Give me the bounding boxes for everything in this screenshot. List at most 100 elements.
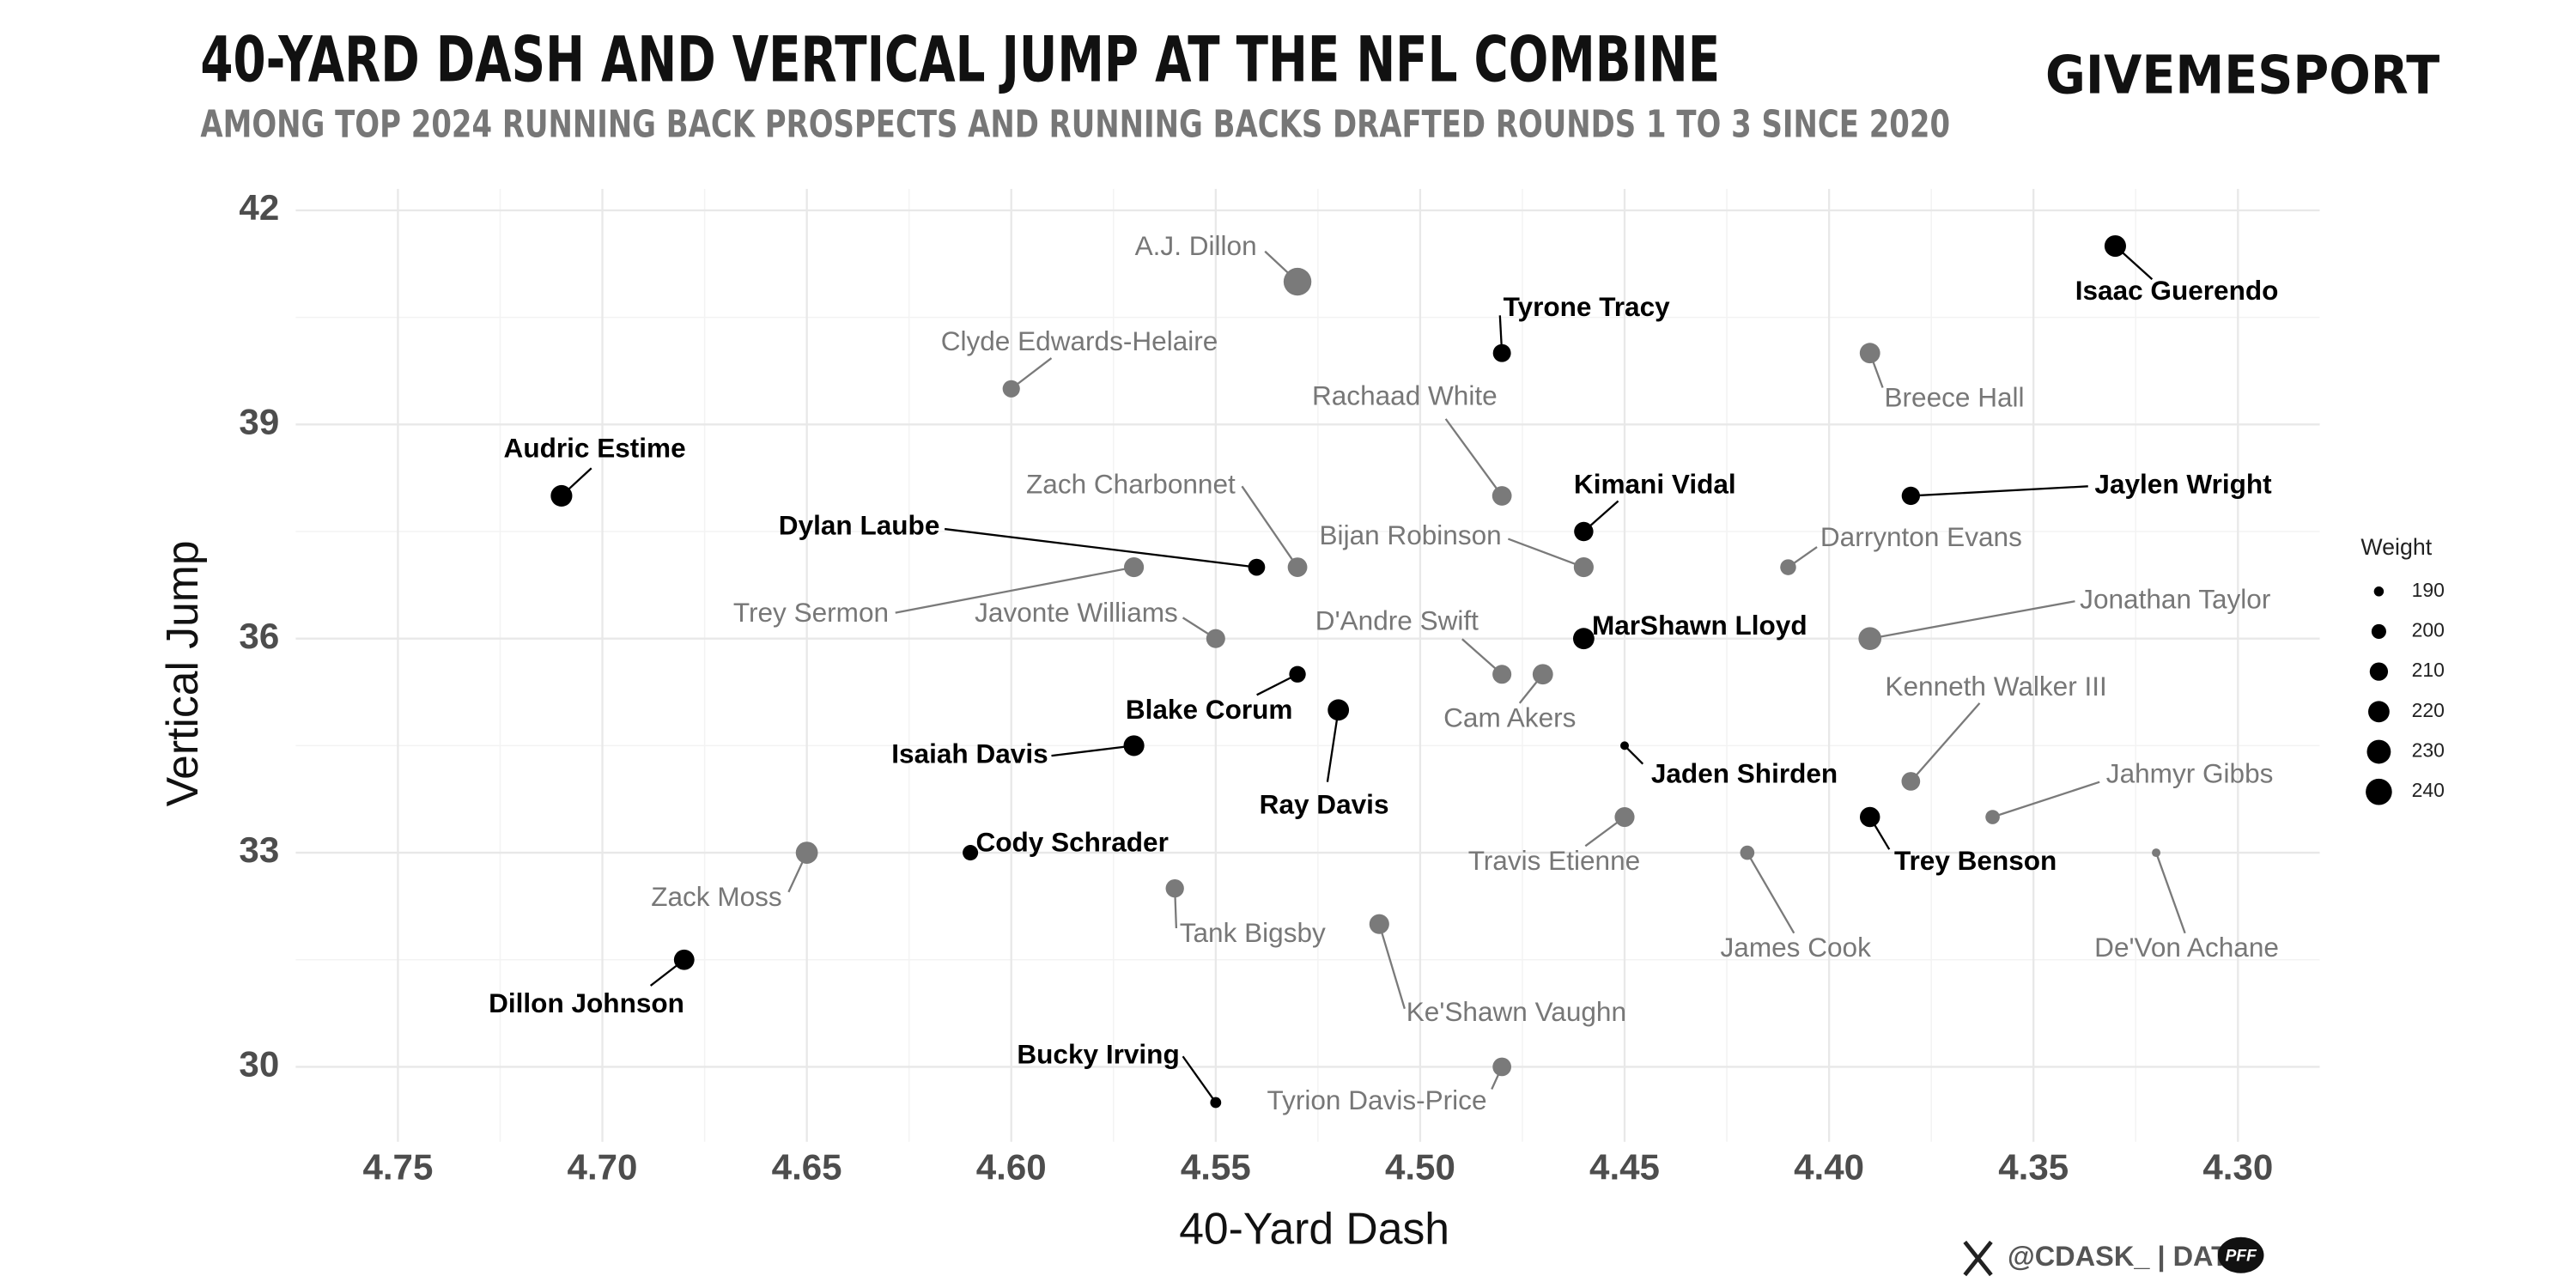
point-label: Trey Sermon	[733, 597, 889, 628]
x-tick-label: 4.35	[1998, 1146, 2069, 1187]
point-label: A.J. Dillon	[1135, 230, 1257, 261]
source-logo: PFF	[2226, 1248, 2257, 1266]
point-label: Tank Bigsby	[1180, 917, 1326, 948]
point	[1620, 741, 1629, 750]
point-label: Jaylen Wright	[2094, 469, 2272, 500]
point-label: MarShawn Lloyd	[1592, 610, 1807, 641]
legend-key	[2368, 701, 2390, 723]
point	[795, 841, 818, 864]
legend-label: 220	[2412, 699, 2445, 721]
point	[1858, 627, 1882, 651]
leader-line	[2154, 852, 2186, 934]
point	[1287, 557, 1308, 577]
point-label: Cam Akers	[1443, 702, 1576, 732]
leader-line	[1910, 702, 1981, 782]
x-logo	[1963, 1240, 1993, 1277]
point	[550, 484, 573, 507]
legend-key	[2373, 586, 2385, 597]
grid: 4.75 4.70 4.65 4.60 4.55 4.50 4.45 4.40 4.35 4.30…	[239, 187, 2320, 1187]
point	[2152, 848, 2161, 858]
legend-label: 230	[2412, 739, 2445, 762]
legend-label: 200	[2412, 619, 2445, 641]
chart-subtitle: AMONG TOP 2024 RUNNING BACK PROSPECTS AN…	[200, 102, 1950, 146]
y-tick-label: 36	[239, 616, 279, 656]
leader-line	[1051, 744, 1134, 757]
point-label: Breece Hall	[1885, 381, 2025, 412]
point	[2104, 234, 2126, 258]
x-tick-label: 4.30	[2202, 1146, 2273, 1187]
point-label: Travis Etienne	[1468, 845, 1640, 876]
point	[1327, 699, 1350, 721]
point-label: Zach Charbonnet	[1026, 469, 1236, 500]
point-label: De'Von Achane	[2094, 932, 2279, 963]
y-tick-label: 42	[239, 187, 279, 228]
x-tick-label: 4.70	[568, 1146, 638, 1187]
point	[673, 949, 695, 970]
point	[1901, 772, 1921, 791]
point-label: Zack Moss	[651, 881, 782, 912]
point	[1289, 665, 1306, 683]
point-label: Cody Schrader	[975, 827, 1168, 858]
point	[1002, 380, 1020, 398]
leader-line	[1182, 1055, 1217, 1103]
footer: @CDASK_ | DATA PFF	[1963, 1236, 2264, 1277]
point-label: Trey Benson	[1894, 845, 2057, 876]
point-label: Clyde Edwards-Helaire	[941, 325, 1218, 356]
point	[1283, 267, 1312, 296]
point-label: D'Andre Swift	[1315, 605, 1479, 635]
point-label: Rachaad White	[1312, 380, 1498, 410]
y-tick-label: 39	[239, 401, 279, 441]
size-legend: Weight 190 200 210 220 230 240	[2360, 534, 2445, 805]
leaders	[561, 245, 2186, 1103]
x-tick-label: 4.75	[362, 1146, 433, 1187]
x-tick-label: 4.40	[1794, 1146, 1864, 1187]
point	[1492, 343, 1511, 362]
marks	[550, 234, 2161, 1109]
leader-line	[1746, 852, 1795, 934]
point	[1901, 486, 1920, 506]
y-axis-title: Vertical Jump	[157, 540, 207, 806]
x-axis-title: 40-Yard Dash	[1179, 1204, 1449, 1254]
point	[1492, 1057, 1511, 1077]
point	[963, 845, 979, 861]
point	[1248, 558, 1266, 576]
x-tick-label: 4.60	[976, 1146, 1047, 1187]
point-label: Bucky Irving	[1017, 1039, 1179, 1070]
legend-key	[2366, 739, 2391, 764]
point	[1572, 628, 1595, 650]
legend-key	[2371, 623, 2386, 640]
point	[1492, 486, 1512, 506]
point	[1124, 557, 1145, 578]
x-tick-label: 4.50	[1385, 1146, 1455, 1187]
point-label: James Cook	[1721, 932, 1872, 963]
point-label: Kimani Vidal	[1574, 469, 1736, 500]
point	[1369, 914, 1389, 934]
point	[1210, 1097, 1222, 1109]
legend-label: 190	[2412, 579, 2445, 601]
leader-line	[944, 527, 1257, 568]
point-label: Javonte Williams	[975, 597, 1178, 628]
chart-title: 40-YARD DASH AND VERTICAL JUMP AT THE NF…	[200, 25, 1720, 97]
x-tick-label: 4.55	[1181, 1146, 1251, 1187]
leader-line	[1241, 485, 1299, 568]
footer-text: @CDASK_ | DATA	[2008, 1241, 2246, 1272]
point	[1532, 664, 1553, 685]
leader-line	[1507, 538, 1584, 568]
y-tick-label: 30	[239, 1044, 279, 1084]
point	[1859, 343, 1880, 364]
point-label: Isaiah Davis	[891, 738, 1048, 769]
point-label: Jaden Shirden	[1651, 757, 1838, 788]
legend-key	[2369, 662, 2389, 681]
point	[1574, 521, 1594, 542]
point-label: Jahmyr Gibbs	[2106, 757, 2274, 788]
point-label: Jonathan Taylor	[2080, 584, 2270, 615]
point-label: Kenneth Walker III	[1885, 671, 2106, 702]
point	[1780, 559, 1796, 575]
leader-line	[1911, 485, 2088, 497]
legend-title: Weight	[2360, 534, 2432, 560]
source-logo-badge	[2217, 1236, 2264, 1273]
labels: A.J. Dillon Tyrone Tracy Isaac Guerendo Cly…	[489, 230, 2279, 1115]
legend-key	[2366, 778, 2392, 805]
